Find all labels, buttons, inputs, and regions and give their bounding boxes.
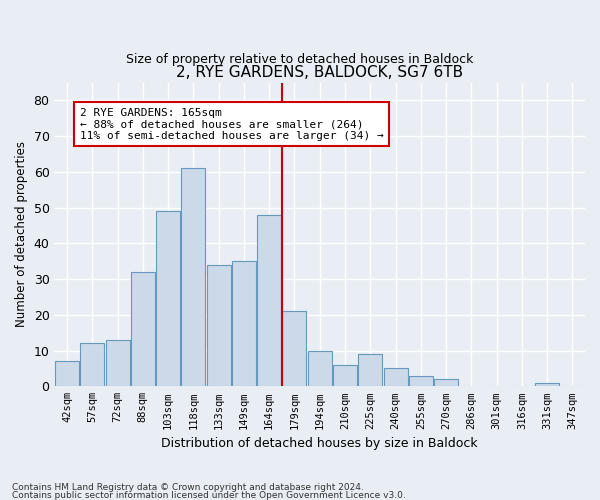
Bar xyxy=(156,211,180,386)
Text: Size of property relative to detached houses in Baldock: Size of property relative to detached ho… xyxy=(127,52,473,66)
Bar xyxy=(308,350,332,386)
Bar xyxy=(333,365,357,386)
Bar xyxy=(383,368,407,386)
Bar xyxy=(106,340,130,386)
X-axis label: Distribution of detached houses by size in Baldock: Distribution of detached houses by size … xyxy=(161,437,478,450)
Text: Contains HM Land Registry data © Crown copyright and database right 2024.: Contains HM Land Registry data © Crown c… xyxy=(12,484,364,492)
Bar xyxy=(283,312,307,386)
Bar xyxy=(434,379,458,386)
Bar xyxy=(409,376,433,386)
Bar xyxy=(206,265,230,386)
Text: Contains public sector information licensed under the Open Government Licence v3: Contains public sector information licen… xyxy=(12,491,406,500)
Title: 2, RYE GARDENS, BALDOCK, SG7 6TB: 2, RYE GARDENS, BALDOCK, SG7 6TB xyxy=(176,65,463,80)
Bar xyxy=(181,168,205,386)
Bar xyxy=(55,362,79,386)
Y-axis label: Number of detached properties: Number of detached properties xyxy=(15,142,28,328)
Bar xyxy=(358,354,382,386)
Bar xyxy=(232,261,256,386)
Bar xyxy=(535,382,559,386)
Text: 2 RYE GARDENS: 165sqm
← 88% of detached houses are smaller (264)
11% of semi-det: 2 RYE GARDENS: 165sqm ← 88% of detached … xyxy=(80,108,383,141)
Bar xyxy=(131,272,155,386)
Bar xyxy=(80,344,104,386)
Bar xyxy=(257,215,281,386)
